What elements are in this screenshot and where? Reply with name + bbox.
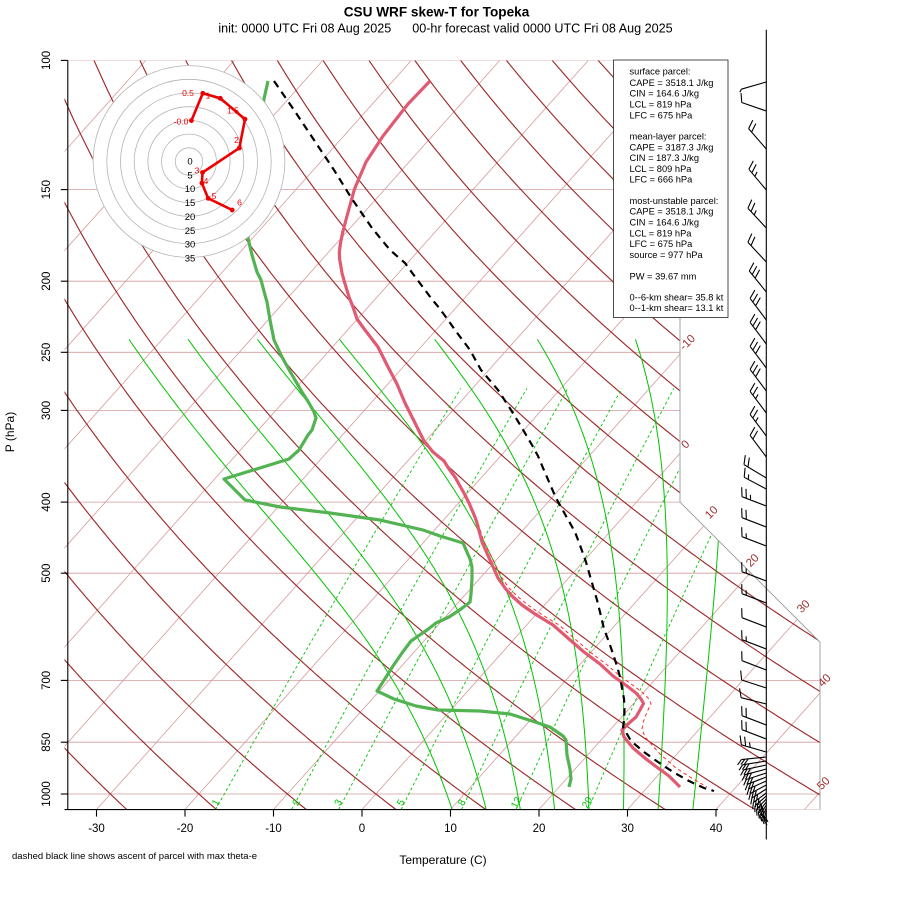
svg-text:150: 150 <box>41 180 53 199</box>
svg-text:20: 20 <box>185 212 196 223</box>
svg-text:PW = 39.67 mm: PW = 39.67 mm <box>630 272 697 282</box>
svg-text:0--6-km shear= 35.8 kt: 0--6-km shear= 35.8 kt <box>630 293 724 303</box>
svg-text:4: 4 <box>204 176 209 186</box>
svg-text:1: 1 <box>206 90 211 100</box>
svg-text:20: 20 <box>580 795 595 810</box>
svg-text:LCL = 819 hPa: LCL = 819 hPa <box>630 99 693 109</box>
svg-text:source = 977 hPa: source = 977 hPa <box>630 250 704 260</box>
svg-text:12: 12 <box>509 795 524 810</box>
svg-text:CIN = 187.3 J/kg: CIN = 187.3 J/kg <box>630 153 700 163</box>
svg-text:LCL = 819 hPa: LCL = 819 hPa <box>630 228 693 238</box>
svg-text:mean-layer parcel:: mean-layer parcel: <box>630 131 707 141</box>
svg-text:400: 400 <box>41 493 53 512</box>
svg-text:700: 700 <box>41 671 53 690</box>
svg-text:0--1-km shear= 13.1 kt: 0--1-km shear= 13.1 kt <box>630 303 724 313</box>
svg-text:6: 6 <box>237 198 242 208</box>
svg-text:200: 200 <box>41 272 53 291</box>
svg-text:5: 5 <box>187 170 192 181</box>
svg-text:2: 2 <box>234 135 239 145</box>
svg-text:300: 300 <box>41 401 53 420</box>
svg-text:1: 1 <box>210 797 223 807</box>
svg-text:CIN = 164.6 J/kg: CIN = 164.6 J/kg <box>630 218 700 228</box>
svg-text:P (hPa): P (hPa) <box>3 412 17 452</box>
svg-text:-20: -20 <box>177 823 194 835</box>
svg-text:15: 15 <box>185 198 196 209</box>
svg-text:LFC = 675 hPa: LFC = 675 hPa <box>630 239 694 249</box>
svg-text:CAPE = 3187.3 J/kg: CAPE = 3187.3 J/kg <box>630 142 714 152</box>
svg-text:2: 2 <box>291 797 304 807</box>
svg-text:init: 0000 UTC Fri 08 Aug 2025: init: 0000 UTC Fri 08 Aug 2025 00-hr for… <box>218 22 672 36</box>
svg-text:-0.0: -0.0 <box>174 117 189 127</box>
svg-text:CAPE = 3518.1 J/kg: CAPE = 3518.1 J/kg <box>630 78 714 88</box>
svg-text:1000: 1000 <box>41 781 53 807</box>
svg-text:30: 30 <box>185 240 196 251</box>
svg-text:10: 10 <box>185 184 196 195</box>
svg-text:CSU WRF skew-T for Topeka: CSU WRF skew-T for Topeka <box>344 5 530 20</box>
svg-text:10: 10 <box>444 823 457 835</box>
svg-text:8: 8 <box>456 797 469 807</box>
svg-text:-30: -30 <box>88 823 105 835</box>
svg-text:100: 100 <box>41 51 53 70</box>
svg-text:30: 30 <box>621 823 634 835</box>
svg-text:40: 40 <box>710 823 723 835</box>
svg-text:0: 0 <box>359 823 365 835</box>
svg-text:CAPE = 3518.1 J/kg: CAPE = 3518.1 J/kg <box>630 207 714 217</box>
svg-text:500: 500 <box>41 564 53 583</box>
svg-text:250: 250 <box>41 343 53 362</box>
svg-text:CIN = 164.6 J/kg: CIN = 164.6 J/kg <box>630 89 700 99</box>
svg-text:LCL = 809 hPa: LCL = 809 hPa <box>630 164 693 174</box>
svg-text:0.5: 0.5 <box>182 88 194 98</box>
svg-text:0: 0 <box>187 157 192 168</box>
svg-text:LFC = 666 hPa: LFC = 666 hPa <box>630 175 694 185</box>
svg-text:5: 5 <box>395 797 408 807</box>
svg-text:surface parcel:: surface parcel: <box>630 66 691 76</box>
svg-text:3: 3 <box>333 797 346 807</box>
svg-text:850: 850 <box>41 733 53 752</box>
svg-text:35: 35 <box>185 253 196 264</box>
svg-text:20: 20 <box>533 823 546 835</box>
svg-text:3: 3 <box>195 166 200 176</box>
svg-text:5: 5 <box>212 191 217 201</box>
svg-text:1.5: 1.5 <box>227 106 239 116</box>
svg-text:25: 25 <box>185 226 196 237</box>
svg-text:Temperature (C): Temperature (C) <box>399 853 486 867</box>
svg-text:most-unstable parcel:: most-unstable parcel: <box>630 196 719 206</box>
svg-text:-10: -10 <box>265 823 282 835</box>
svg-text:LFC = 675 hPa: LFC = 675 hPa <box>630 110 694 120</box>
svg-text:dashed black line shows ascent: dashed black line shows ascent of parcel… <box>12 851 257 862</box>
